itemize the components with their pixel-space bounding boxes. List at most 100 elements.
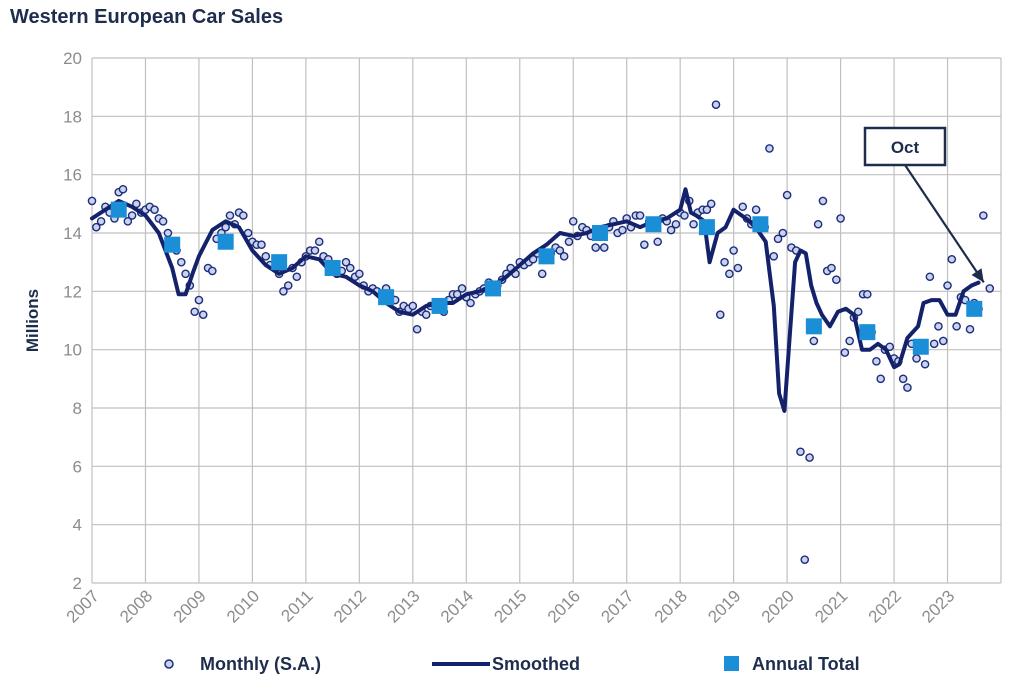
- monthly-point: [194, 295, 204, 305]
- monthly-point: [599, 243, 609, 252]
- x-tick-label: 2010: [223, 586, 263, 626]
- monthly-point: [239, 211, 248, 220]
- y-tick-label: 6: [73, 457, 82, 476]
- callout-label: Oct: [891, 138, 920, 157]
- monthly-point: [314, 237, 324, 247]
- x-tick-label: 2020: [758, 586, 798, 626]
- monthly-point: [283, 281, 293, 290]
- monthly-point: [618, 225, 627, 235]
- monthly-point: [920, 359, 930, 369]
- monthly-point: [738, 202, 748, 212]
- monthly-point: [720, 257, 729, 267]
- monthly-point: [809, 336, 819, 346]
- x-tick-label: 2014: [437, 586, 477, 626]
- x-tick-label: 2013: [383, 586, 423, 626]
- monthly-point: [91, 222, 101, 232]
- y-tick-label: 14: [63, 224, 82, 243]
- x-tick-label: 2022: [865, 586, 905, 626]
- monthly-point: [985, 284, 995, 293]
- monthly-point: [813, 219, 823, 229]
- monthly-point: [706, 199, 716, 209]
- monthly-point: [872, 357, 881, 366]
- monthly-point: [943, 281, 952, 290]
- annual-total-marker: [485, 280, 502, 297]
- grid-layer: [91, 57, 1002, 584]
- monthly-point: [591, 243, 600, 252]
- monthly-point: [769, 252, 779, 261]
- monthly-point: [912, 354, 921, 363]
- monthly-point: [903, 383, 912, 392]
- x-tick-label: 2018: [651, 586, 691, 626]
- monthly-point: [934, 322, 943, 331]
- x-tick-label: 2007: [63, 586, 103, 626]
- monthly-point: [158, 217, 168, 226]
- legend-smoothed-label: Smoothed: [492, 654, 580, 674]
- annual-total-marker: [859, 324, 876, 341]
- annual-total-marker: [110, 201, 127, 218]
- monthly-point: [537, 269, 547, 279]
- monthly-point: [832, 275, 841, 284]
- monthly-point: [836, 214, 845, 223]
- monthly-point: [408, 301, 418, 311]
- x-tick-label: 2012: [330, 586, 370, 626]
- y-tick-label: 8: [73, 399, 82, 418]
- x-tick-label: 2016: [544, 586, 584, 626]
- monthly-point: [421, 310, 431, 319]
- monthly-point: [925, 272, 935, 282]
- monthly-point: [190, 307, 199, 317]
- annual-total-marker: [378, 289, 395, 306]
- y-tick-label: 12: [63, 282, 82, 301]
- monthly-point: [885, 342, 895, 352]
- monthly-point: [466, 298, 475, 308]
- chart-title: Western European Car Sales: [10, 6, 284, 28]
- monthly-point: [845, 336, 854, 346]
- monthly-point: [310, 246, 320, 255]
- monthly-point: [127, 211, 137, 220]
- callout-arrow-head: [971, 268, 984, 283]
- monthly-point: [702, 205, 712, 214]
- smoothed-line: [90, 187, 981, 413]
- annual-total-marker: [164, 236, 181, 253]
- x-tick-label: 2019: [704, 586, 744, 626]
- monthly-point: [782, 190, 792, 200]
- annual-total-marker: [431, 297, 448, 314]
- monthly-point: [711, 100, 721, 109]
- x-tick-label: 2009: [170, 586, 210, 626]
- monthly-point: [725, 269, 734, 279]
- legend-annual-label: Annual Total: [752, 654, 860, 674]
- monthly-point: [796, 447, 805, 457]
- annual-total-marker: [752, 216, 769, 233]
- monthly-point: [96, 217, 106, 226]
- monthly-point: [555, 246, 565, 255]
- monthly-point: [559, 252, 569, 261]
- legend-annual-marker: [724, 656, 739, 671]
- y-tick-label: 20: [63, 49, 82, 68]
- monthly-point: [123, 217, 133, 226]
- monthly-point: [840, 348, 850, 357]
- x-tick-label: 2015: [490, 586, 530, 626]
- x-tick-label: 2021: [811, 586, 851, 626]
- annual-total-marker: [591, 225, 608, 241]
- monthly-point: [163, 228, 173, 238]
- annual-total-marker: [805, 318, 822, 335]
- monthly-point: [118, 184, 128, 194]
- monthly-point: [345, 263, 355, 273]
- monthly-point: [800, 555, 810, 564]
- monthly-point: [87, 196, 97, 206]
- monthly-point: [257, 240, 266, 249]
- monthly-point: [225, 211, 235, 220]
- monthly-point: [805, 453, 814, 462]
- legend-monthly-marker: [164, 659, 174, 669]
- monthly-point: [733, 263, 743, 273]
- monthly-point: [653, 237, 663, 247]
- monthly-point: [938, 336, 948, 346]
- y-tick-label: 2: [73, 574, 82, 593]
- monthly-point: [198, 310, 208, 319]
- monthly-point: [150, 205, 159, 214]
- monthly-point: [635, 211, 645, 220]
- monthly-point: [876, 374, 885, 384]
- monthly-point: [640, 240, 649, 249]
- callout-box: [863, 126, 947, 167]
